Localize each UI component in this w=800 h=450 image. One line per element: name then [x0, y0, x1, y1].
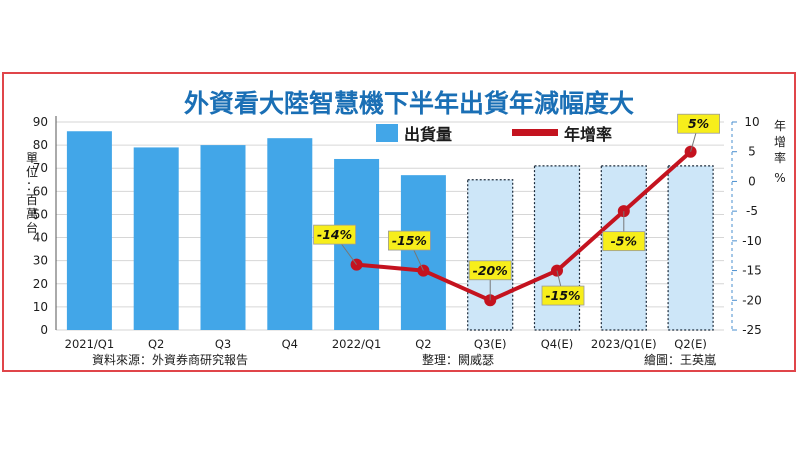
- bar: [667, 165, 714, 331]
- data-label: -5%: [611, 234, 637, 249]
- right-axis-label-char: 年: [774, 119, 786, 133]
- left-axis-label-char: 萬: [26, 207, 38, 221]
- line-point: [684, 145, 697, 158]
- chart-frame: 外資看大陸智慧機下半年出貨年減幅度大 0 10 20 30 40 50 60 70 80 90 1…: [2, 72, 796, 372]
- bar-series: [66, 131, 714, 331]
- growth-line: [356, 150, 692, 303]
- right-axis-label-char: 率: [774, 150, 786, 165]
- category-label: Q3: [215, 337, 231, 351]
- right-tick-label: -15: [742, 264, 762, 278]
- bar: [133, 147, 179, 330]
- category-label: 2021/Q1: [65, 337, 115, 351]
- right-tick-label: -20: [742, 293, 762, 307]
- legend: 出貨量 年增率: [376, 124, 612, 144]
- category-label: Q2(E): [674, 337, 707, 351]
- left-tick-label: 70: [33, 161, 48, 175]
- left-axis-label-char: 台: [26, 220, 38, 235]
- legend-label-line: 年增率: [564, 125, 612, 144]
- left-tick-label: 30: [33, 254, 48, 268]
- left-tick-label: 50: [33, 207, 48, 221]
- right-axis-label: 年增率%: [774, 119, 786, 185]
- left-tick-label: 0: [40, 323, 48, 337]
- data-label-box: [387, 230, 431, 251]
- category-label: Q3(E): [474, 337, 507, 351]
- category-label: Q4(E): [541, 337, 574, 351]
- data-label: -20%: [473, 263, 508, 278]
- data-label-box: [677, 113, 720, 134]
- right-tick-label: -5: [746, 204, 758, 218]
- drawn-by-note: 繪圖：王英嵐: [644, 352, 716, 367]
- data-label: -15%: [545, 288, 580, 303]
- bar: [200, 145, 246, 330]
- right-tick-label: -10: [742, 234, 762, 248]
- data-label-box: [541, 285, 585, 306]
- left-axis-label-char: 單: [26, 151, 38, 165]
- right-tick-label: 5: [748, 145, 756, 159]
- right-tick-label: 10: [744, 115, 759, 129]
- left-tick-label: 80: [33, 138, 48, 152]
- chart-title: 外資看大陸智慧機下半年出貨年減幅度大: [184, 89, 634, 118]
- legend-label-bar: 出貨量: [404, 125, 452, 144]
- category-labels: 2021/Q1 Q2 Q3 Q4 2022/Q1 Q2 Q3(E) Q4(E) 2023/Q1(…: [65, 337, 707, 351]
- left-axis-label-char: 百: [26, 193, 38, 207]
- left-tick-label: 40: [33, 231, 48, 245]
- legend-swatch-line: [512, 129, 558, 136]
- left-axis-label: 單位：百萬台: [26, 151, 38, 235]
- left-axis-label-char: 位: [26, 164, 38, 179]
- category-label: Q4: [282, 337, 298, 351]
- category-label: Q2: [415, 337, 431, 351]
- left-axis-ticks: 0 10 20 30 40 50 60 70 80 90: [33, 115, 48, 337]
- line-data-labels: -14% -15% -20% -15% -5% 5%: [313, 113, 720, 306]
- left-tick-label: 20: [33, 277, 48, 291]
- category-label: 2023/Q1(E): [591, 337, 657, 351]
- source-note: 資料來源：外資券商研究報告: [92, 352, 248, 367]
- left-axis-label-char: ：: [26, 179, 38, 193]
- left-tick-label: 90: [33, 115, 48, 129]
- data-label-box: [468, 260, 512, 281]
- left-tick-label: 10: [33, 300, 48, 314]
- line-point: [551, 264, 563, 277]
- category-label: 2022/Q1: [332, 337, 382, 351]
- data-label-box: [313, 224, 357, 245]
- right-tick-label: 0: [748, 174, 756, 188]
- right-tick-label: -25: [742, 323, 762, 337]
- compiled-by-note: 整理：闕威瑟: [422, 352, 494, 367]
- left-tick-label: 60: [33, 184, 48, 198]
- data-label: 5%: [688, 116, 709, 131]
- legend-swatch-bar: [376, 124, 398, 142]
- bar: [267, 138, 313, 330]
- right-axis-unit: %: [774, 171, 785, 185]
- data-label: -14%: [317, 227, 352, 242]
- right-axis-ticks: 10 5 0 -5 -10 -15 -20 -25: [731, 115, 762, 337]
- right-axis-label-char: 增: [774, 135, 786, 149]
- data-label: -15%: [392, 233, 427, 248]
- bar: [400, 175, 446, 330]
- data-label-box: [602, 231, 646, 252]
- bar: [66, 131, 112, 330]
- category-label: Q2: [148, 337, 164, 351]
- bar: [467, 179, 514, 331]
